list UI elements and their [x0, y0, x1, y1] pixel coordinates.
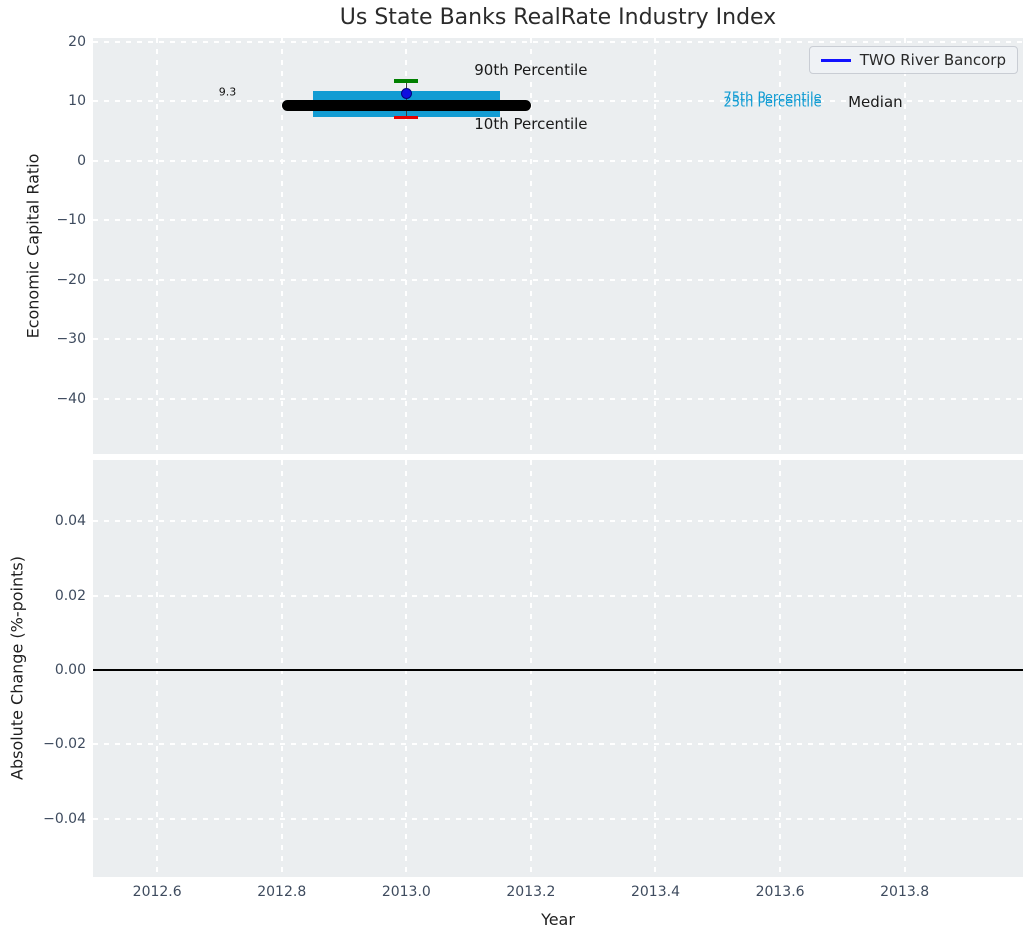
gridline-horizontal — [93, 817, 1023, 820]
annotation-median-value-label: 9.3 — [218, 85, 237, 99]
whisker-cap-90th — [394, 79, 419, 83]
legend-label: TWO River Bancorp — [859, 51, 1006, 69]
gridline-vertical — [405, 460, 408, 877]
annotation-10th-percentile-label: 10th Percentile — [474, 115, 588, 134]
gridline-horizontal — [93, 278, 1023, 281]
gridline-vertical — [779, 38, 782, 454]
legend: TWO River Bancorp — [808, 46, 1018, 74]
gridline-vertical — [654, 38, 657, 454]
gridline-horizontal — [93, 397, 1023, 400]
chart-title: Us State Banks RealRate Industry Index — [339, 5, 777, 30]
y-tick-label: 0.00 — [54, 661, 86, 678]
y-axis-label-top: Economic Capital Ratio — [23, 153, 43, 339]
gridline-vertical — [156, 460, 159, 877]
x-tick-label: 2013.2 — [506, 884, 556, 900]
y-tick-label: −20 — [56, 271, 86, 288]
gridline-vertical — [529, 38, 532, 454]
y-tick-label: 0.02 — [54, 587, 86, 604]
gridline-vertical — [779, 460, 782, 877]
whisker-line — [405, 80, 408, 118]
gridline-horizontal — [93, 40, 1023, 43]
gridline-horizontal — [93, 338, 1023, 341]
y-tick-label: 20 — [68, 33, 86, 50]
gridline-vertical — [280, 460, 283, 877]
bottom-axes — [93, 460, 1023, 877]
annotation-90th-percentile-label: 90th Percentile — [474, 61, 588, 80]
gridline-horizontal — [93, 520, 1023, 523]
x-axis-label: Year — [541, 910, 575, 929]
y-tick-label: −0.02 — [43, 736, 86, 753]
gridline-horizontal — [93, 159, 1023, 162]
y-tick-label: 0.04 — [54, 513, 86, 530]
gridline-horizontal — [93, 100, 1023, 103]
gridline-vertical — [156, 38, 159, 454]
top-axes: TWO River Bancorp 9.3 90th Percentile 10th… — [93, 38, 1023, 454]
x-tick-label: 2013.0 — [381, 884, 431, 900]
gridline-vertical — [903, 38, 906, 454]
y-tick-label: −10 — [56, 212, 86, 229]
zero-line — [93, 668, 1023, 671]
annotation-median-label: Median — [848, 92, 903, 111]
annotation-75th-percentile-label: 75th Percentile — [723, 90, 822, 106]
gridline-horizontal — [93, 594, 1023, 597]
x-tick-label: 2013.8 — [880, 884, 930, 900]
x-tick-label: 2013.4 — [630, 884, 680, 900]
two-river-bancorp-marker — [400, 88, 412, 100]
legend-line-swatch — [820, 58, 851, 62]
y-tick-label: 10 — [68, 93, 86, 110]
annotation-25th-percentile-label: 25th Percentile — [723, 95, 822, 111]
gridline-horizontal — [93, 219, 1023, 222]
gridline-vertical — [654, 460, 657, 877]
gridline-vertical — [405, 38, 408, 454]
whisker-cap-10th — [394, 115, 419, 120]
x-tick-label: 2013.6 — [755, 884, 805, 900]
x-tick-label: 2012.8 — [257, 884, 307, 900]
gridline-horizontal — [93, 743, 1023, 746]
gridline-vertical — [903, 460, 906, 877]
gridline-vertical — [529, 460, 532, 877]
median-line — [281, 99, 531, 111]
y-tick-label: −30 — [56, 331, 86, 348]
x-tick-label: 2012.6 — [132, 884, 182, 900]
y-tick-label: 0 — [77, 152, 86, 169]
gridline-vertical — [280, 38, 283, 454]
y-tick-label: −40 — [56, 390, 86, 407]
y-tick-label: −0.04 — [43, 810, 86, 827]
